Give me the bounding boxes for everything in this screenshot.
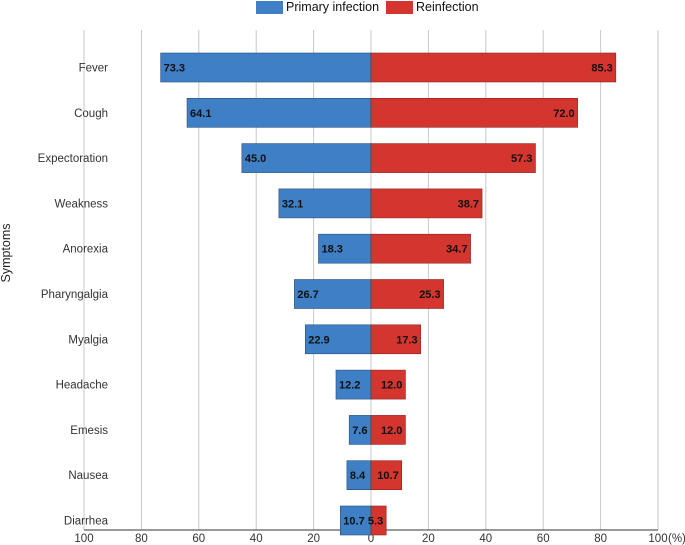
category-label: Fever xyxy=(79,63,109,75)
data-label-reinfection: 12.0 xyxy=(381,380,402,392)
data-label-primary: 10.7 xyxy=(343,516,364,528)
bar-primary xyxy=(160,52,372,83)
data-label-primary: 8.4 xyxy=(350,470,366,482)
bar-reinfection xyxy=(370,279,444,309)
bar-reinfection xyxy=(370,233,471,264)
bar-reinfection xyxy=(370,324,421,355)
bar-primary xyxy=(304,324,372,355)
data-label-reinfection: 12.0 xyxy=(381,425,402,437)
legend: Primary infection Reinfection xyxy=(0,0,685,16)
data-label-reinfection: 17.3 xyxy=(396,334,417,346)
category-label: Weakness xyxy=(55,198,109,210)
legend-item-reinfection: Reinfection xyxy=(386,0,479,14)
bar-reinfection xyxy=(370,143,536,173)
data-label-primary: 18.3 xyxy=(321,244,342,256)
bar-reinfection xyxy=(370,52,617,83)
x-tick-label: 20 xyxy=(307,533,320,545)
category-label: Nausea xyxy=(68,470,108,482)
category-label: Cough xyxy=(74,108,108,120)
bar-reinfection xyxy=(370,460,403,491)
data-label-reinfection: 38.7 xyxy=(458,198,479,210)
data-label-reinfection: 10.7 xyxy=(377,470,398,482)
category-label: Myalgia xyxy=(68,334,108,346)
x-tick-label: 20 xyxy=(422,533,435,545)
bar-primary xyxy=(241,143,372,173)
bar-primary xyxy=(335,369,372,400)
data-label-primary: 64.1 xyxy=(190,108,211,120)
x-tick-label: 80 xyxy=(135,533,148,545)
x-tick-label: 40 xyxy=(479,533,492,545)
data-label-primary: 45.0 xyxy=(245,153,266,165)
data-label-reinfection: 34.7 xyxy=(446,244,467,256)
legend-label-primary: Primary infection xyxy=(286,0,380,14)
category-label: Headache xyxy=(56,380,108,392)
x-tick-label: 100 xyxy=(74,533,93,545)
category-label: Diarrhea xyxy=(64,516,109,528)
data-label-reinfection: 25.3 xyxy=(419,289,440,301)
bar-primary xyxy=(278,188,372,219)
data-label-primary: 7.6 xyxy=(352,425,367,437)
bar-reinfection xyxy=(370,505,387,536)
x-tick-label: 40 xyxy=(250,533,263,545)
x-tick-label: 60 xyxy=(192,533,205,545)
data-label-reinfection: 72.0 xyxy=(553,108,574,120)
x-tick-label: 0 xyxy=(368,533,374,545)
bar-primary xyxy=(346,460,372,491)
y-axis-title: Symptoms xyxy=(0,223,13,282)
bar-reinfection xyxy=(370,369,406,400)
data-label-primary: 32.1 xyxy=(282,198,303,210)
x-tick-label: 100 xyxy=(648,533,667,545)
legend-swatch-reinfection xyxy=(386,0,413,14)
category-label: Pharyngalgia xyxy=(41,289,109,301)
category-label: Expectoration xyxy=(38,153,108,165)
bar-reinfection xyxy=(370,415,406,445)
legend-label-reinfection: Reinfection xyxy=(416,0,479,14)
legend-item-primary: Primary infection xyxy=(256,0,379,14)
x-tick-label: 80 xyxy=(594,533,607,545)
bar-primary xyxy=(318,233,372,264)
data-label-primary: 12.2 xyxy=(339,380,360,392)
data-label-primary: 22.9 xyxy=(308,334,329,346)
bar-primary xyxy=(186,98,372,128)
bar-reinfection xyxy=(370,98,578,128)
data-label-primary: 73.3 xyxy=(164,63,185,75)
data-label-reinfection: 85.3 xyxy=(591,63,612,75)
legend-swatch-primary xyxy=(256,0,283,14)
category-label: Emesis xyxy=(70,425,108,437)
x-unit-label: (%) xyxy=(668,533,685,545)
category-label: Anorexia xyxy=(63,244,109,256)
data-label-reinfection: 57.3 xyxy=(511,153,532,165)
data-label-reinfection: 5.3 xyxy=(368,516,383,528)
data-label-primary: 26.7 xyxy=(297,289,318,301)
bar-primary xyxy=(294,279,372,309)
bar-reinfection xyxy=(370,188,483,219)
x-tick-label: 60 xyxy=(537,533,550,545)
bar-primary xyxy=(339,505,372,536)
